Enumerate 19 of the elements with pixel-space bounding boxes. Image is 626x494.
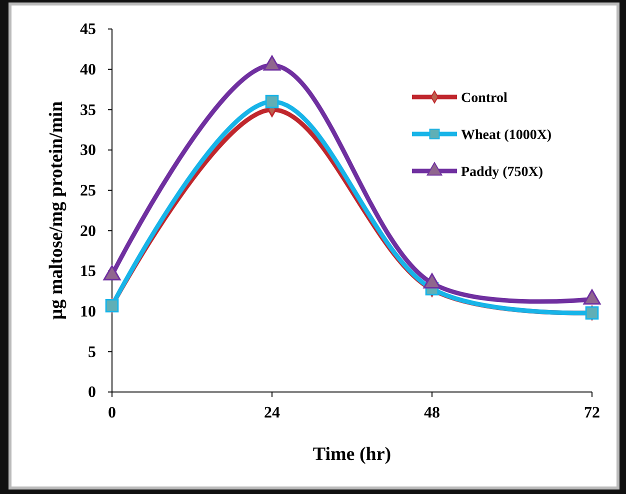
y-tick-label: 40	[80, 61, 96, 78]
x-tick-label: 0	[108, 404, 116, 422]
y-tick-label: 5	[88, 344, 96, 361]
legend-label: Control	[461, 91, 508, 106]
y-tick-label: 30	[80, 142, 96, 160]
y-tick-label: 45	[80, 21, 96, 38]
x-tick-label: 72	[584, 404, 600, 422]
legend-label: Wheat (1000X)	[461, 128, 552, 143]
y-axis-title: µg maltose/mg protein/min	[46, 100, 67, 320]
x-axis-title: Time (hr)	[312, 444, 392, 465]
x-tick-label: 48	[424, 404, 440, 422]
y-tick-label: 35	[80, 102, 96, 119]
y-tick-label: 20	[80, 222, 96, 240]
y-tick-label: 25	[80, 182, 96, 200]
y-tick-label: 0	[88, 384, 96, 402]
y-tick-label: 10	[80, 303, 96, 320]
legend-label: Paddy (750X)	[461, 165, 544, 180]
x-tick-label: 24	[264, 404, 280, 422]
y-tick-label: 15	[80, 263, 96, 280]
